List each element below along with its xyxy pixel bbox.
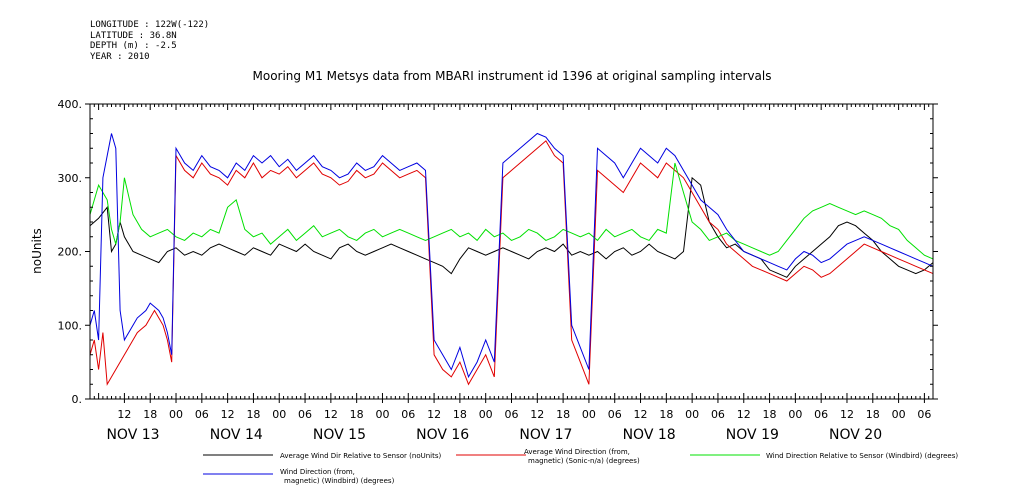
x-tick-label: 12 [840,408,854,421]
x-tick-label: 06 [195,408,209,421]
x-tick-label: 00 [169,408,183,421]
x-tick-label: 00 [582,408,596,421]
x-tick-label: 18 [453,408,467,421]
x-tick-label: 00 [892,408,906,421]
meta-longitude: LONGITUDE : 122W(-122) [90,20,210,30]
series-line-3 [89,162,934,260]
y-tick-label: 0. [72,393,83,406]
meta-latitude: LATITUDE : 36.8N [90,30,177,41]
x-tick-label: 00 [479,408,493,421]
series-line-2 [89,140,934,386]
chart-title: Mooring M1 Metsys data from MBARI instru… [253,69,772,83]
legend-label-4: Wind Direction (from, magnetic) (Windbird… [280,468,395,485]
legend-label-line: magnetic) (Windbird) (degrees) [284,477,395,485]
series-line-4 [89,132,934,379]
x-tick-label: 06 [298,408,312,421]
x-tick-label: 06 [917,408,931,421]
series-line-1 [89,176,934,278]
legend-label-line: Wind Direction (from, [280,468,355,476]
y-axis-label: noUnits [30,228,44,274]
x-tick-label: 06 [401,408,415,421]
meta-depth: DEPTH (m) : -2.5 [90,41,177,51]
x-tick-label: 12 [634,408,648,421]
metadata-block: LONGITUDE : 122W(-122) LATITUDE : 36.8N … [90,20,209,62]
x-tick-label: 06 [608,408,622,421]
x-day-label: NOV 14 [210,427,263,443]
legend-label-line: magnetic) (Sonic-n/a) (degrees) [528,457,640,465]
y-tick-label: 200. [58,246,83,259]
x-tick-label: 12 [427,408,441,421]
x-tick-label: 18 [659,408,673,421]
x-day-label: NOV 15 [313,427,366,443]
legend-label-2: Average Wind Direction (from, magnetic) (… [524,448,640,465]
legend: Average Wind Dir Relative to Sensor (noU… [203,448,958,485]
y-tick-label: 300. [58,172,83,185]
x-tick-label: 18 [866,408,880,421]
legend-label-3: Wind Direction Relative to Sensor (Windb… [766,452,958,460]
x-tick-label: 12 [530,408,544,421]
x-tick-label: 18 [350,408,364,421]
x-day-label: NOV 13 [106,427,159,443]
x-tick-label: 00 [685,408,699,421]
x-tick-label: 00 [272,408,286,421]
x-day-label: NOV 17 [519,427,572,443]
x-tick-label: 12 [324,408,338,421]
x-day-label: NOV 16 [416,427,469,443]
x-tick-label: 06 [814,408,828,421]
x-tick-label: 00 [375,408,389,421]
series-layer [89,132,934,386]
x-tick-label: 18 [143,408,157,421]
x-day-label: NOV 20 [829,427,882,443]
x-tick-label: 00 [788,408,802,421]
axes-layer: 12 18 00 06 12 18 00 06 12 18 00 06 12 18 00 06 12 18 00 06… [58,98,938,443]
x-tick-label: 12 [221,408,235,421]
x-day-label: NOV 19 [726,427,779,443]
meta-year: YEAR : 2010 [90,51,150,62]
x-tick-label: 06 [505,408,519,421]
x-tick-label: 12 [117,408,131,421]
y-tick-label: 400. [58,98,83,111]
y-tick-label: 100. [58,319,83,332]
x-tick-label: 18 [246,408,260,421]
x-tick-label: 18 [763,408,777,421]
x-tick-label: 06 [711,408,725,421]
legend-label-line: Average Wind Direction (from, [524,448,630,456]
x-day-label: NOV 18 [623,427,676,443]
x-tick-label: 18 [556,408,570,421]
legend-label-1: Average Wind Dir Relative to Sensor (noU… [280,452,441,460]
x-tick-label: 12 [737,408,751,421]
